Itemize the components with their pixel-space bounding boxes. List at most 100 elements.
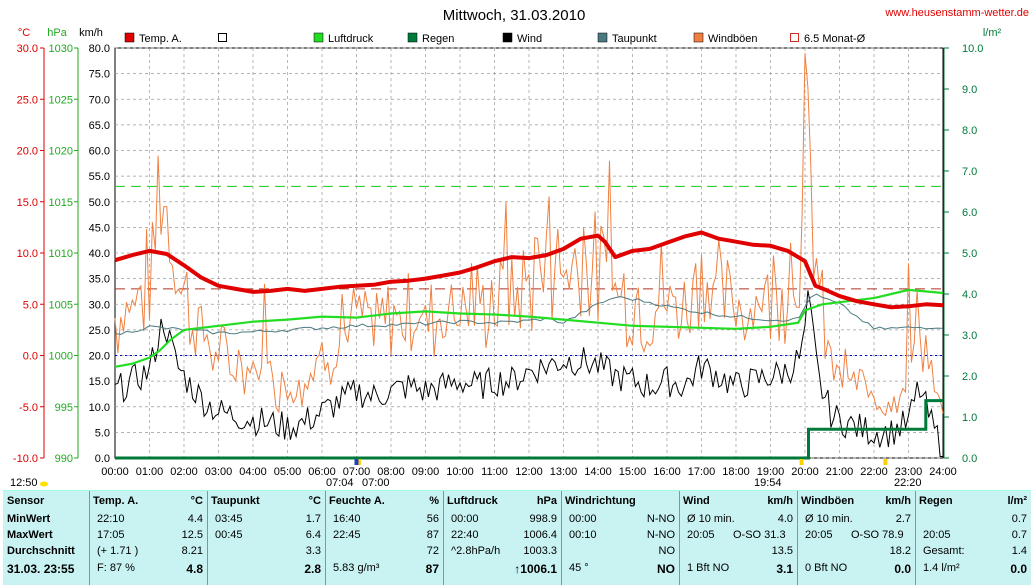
press-tick-label: 1015 <box>49 197 73 209</box>
time-tick-label: 01:00 <box>136 466 164 478</box>
chart-legend: Temp. A. Luftdruck Regen Wind Taupunkt Windbö… <box>124 32 866 45</box>
legend-label: Luftdruck <box>328 33 374 45</box>
wind-unit: km/h <box>79 27 103 39</box>
wind-tick-label: 50.0 <box>89 197 110 209</box>
stats-footer-value: ↑1006.1 <box>514 562 557 576</box>
rain-tick-label: 7.0 <box>962 166 977 178</box>
sun-event-marker <box>799 459 804 465</box>
temp-tick-label: 25.0 <box>17 94 38 106</box>
time-tick-label: 03:00 <box>205 466 233 478</box>
stats-footer: 31.03. 23:55 <box>7 562 85 578</box>
stats-cell-time: 00:00 <box>451 513 479 525</box>
press-unit: hPa <box>47 27 67 39</box>
stats-panel: Sensor MinWert MaxWert Durchschnitt 31.03. 2… <box>3 490 1031 585</box>
stats-header: Windböen km/h <box>801 495 911 511</box>
wind-tick-label: 30.0 <box>89 299 110 311</box>
stats-row: Gesamt: 1.4 <box>919 545 1027 561</box>
stats-cell-value: 1003.3 <box>523 545 557 557</box>
press-tick-label: 995 <box>55 402 73 414</box>
legend-swatch <box>597 32 608 43</box>
rain-tick-label: 3.0 <box>962 330 977 342</box>
stats-header-label: Regen <box>919 495 953 507</box>
stats-footer-value: NO <box>657 562 675 576</box>
legend-swatch <box>124 32 135 43</box>
chart-title: Mittwoch, 31.03.2010 <box>443 7 586 24</box>
stats-cell-value: 0.7 <box>1011 529 1027 541</box>
legend-swatch <box>407 32 418 43</box>
stats-column-temp: Temp. A. °C 22:10 4.4 17:05 12.5 (+ 1.71 ) 8.21… <box>89 491 208 585</box>
sun-event-label: 19:54 <box>754 477 782 489</box>
stats-column-dew: Taupunkt °C 03:45 1.7 00:45 6.4 3.3 2.8 <box>207 491 326 585</box>
stats-row: 22:40 1006.4 <box>447 529 557 545</box>
wind-tick-label: 45.0 <box>89 222 110 234</box>
stats-cell-time: Ø 10 min. <box>805 513 853 525</box>
stats-row: 20:05 O-SO 78.9 <box>801 529 911 545</box>
legend-swatch <box>693 32 704 43</box>
sun-event-label: 07:04 <box>326 477 354 489</box>
legend-swatch <box>218 33 227 42</box>
time-tick-label: 17:00 <box>688 466 716 478</box>
temp-tick-label: 15.0 <box>17 197 38 209</box>
stats-footer-value: 2.8 <box>304 562 321 576</box>
gust-series <box>114 53 944 417</box>
dewpoint-series <box>114 293 944 336</box>
stats-column-sensor: Sensor MinWert MaxWert Durchschnitt 31.03. 2… <box>3 491 90 585</box>
stats-cell-value: 1006.4 <box>523 529 557 541</box>
wind-tick-label: 60.0 <box>89 146 110 158</box>
stats-cell-time: 22:45 <box>333 529 361 541</box>
stats-row: 17:05 12.5 <box>93 529 203 545</box>
stats-row: 20:05 O-SO 31.3 <box>683 529 793 545</box>
stats-row-label: MinWert <box>7 513 85 529</box>
stats-cell-time: ^2.8hPa/h <box>451 545 501 557</box>
stats-header-label: Windböen <box>801 495 855 507</box>
temp-tick-label: -10.0 <box>13 453 38 465</box>
press-tick-label: 990 <box>55 453 73 465</box>
temp-unit: °C <box>18 27 30 39</box>
temp-tick-label: 5.0 <box>23 299 38 311</box>
stats-header-unit: km/h <box>885 495 911 507</box>
rain-tick-label: 6.0 <box>962 207 977 219</box>
stats-cell-time: 20:05 <box>805 529 833 541</box>
rain-tick-label: 4.0 <box>962 289 977 301</box>
stats-cell-value: 18.2 <box>889 545 911 557</box>
chart-plot-area <box>114 53 944 460</box>
time-tick-label: 10:00 <box>446 466 474 478</box>
sun-event-label: 07:00 <box>362 477 390 489</box>
temp-tick-label: 20.0 <box>17 146 38 158</box>
rain-tick-label: 5.0 <box>962 248 977 260</box>
wind-series <box>114 290 943 457</box>
stats-cell-value: 0.7 <box>1011 513 1027 525</box>
stats-cell-value: 72 <box>426 545 439 557</box>
weather-chart: Mittwoch, 31.03.2010 www.heusenstamm-wet… <box>10 7 1029 489</box>
stats-footer: F: 87 % 4.8 <box>93 562 203 578</box>
stats-cell-time: 20:05 <box>923 529 951 541</box>
wind-tick-label: 40.0 <box>89 248 110 260</box>
stats-cell-time: Gesamt: <box>923 545 965 557</box>
site-url: www.heusenstamm-wetter.de <box>884 7 1029 19</box>
stats-cell-value: 13.5 <box>771 545 793 557</box>
rain-tick-label: 2.0 <box>962 371 977 383</box>
time-tick-label: 22:00 <box>860 466 888 478</box>
chart-grid <box>114 47 944 459</box>
time-tick-label: 05:00 <box>274 466 302 478</box>
stats-footer-note: 0 Bft NO <box>805 562 848 574</box>
sun-event-marker <box>356 459 361 465</box>
stats-header-unit: hPa <box>536 495 557 507</box>
legend-label: Temp. A. <box>139 33 182 45</box>
time-tick-label: 00:00 <box>101 466 129 478</box>
wind-tick-label: 80.0 <box>89 43 110 55</box>
stats-column-rain: Regen l/m² 0.7 20:05 0.7 Gesamt: 1.4 1.4 l/m² 0.… <box>915 491 1031 585</box>
stats-header-label: Temp. A. <box>93 495 139 507</box>
stats-row: Ø 10 min. 2.7 <box>801 513 911 529</box>
stats-row: 00:45 6.4 <box>211 529 321 545</box>
legend-label: Wind <box>517 33 542 45</box>
stats-cell-extra: O-SO 31.3 <box>733 529 786 541</box>
stats-footer-note: F: 87 % <box>97 562 135 574</box>
wind-tick-label: 15.0 <box>89 376 110 388</box>
stats-row-name: MaxWert <box>7 529 53 541</box>
stats-cell-value: 4.0 <box>777 513 793 525</box>
wind-tick-label: 20.0 <box>89 351 110 363</box>
sun-marker <box>40 481 48 487</box>
stats-cell-value: 2.7 <box>895 513 911 525</box>
stats-cell-value: 1.4 <box>1011 545 1027 557</box>
